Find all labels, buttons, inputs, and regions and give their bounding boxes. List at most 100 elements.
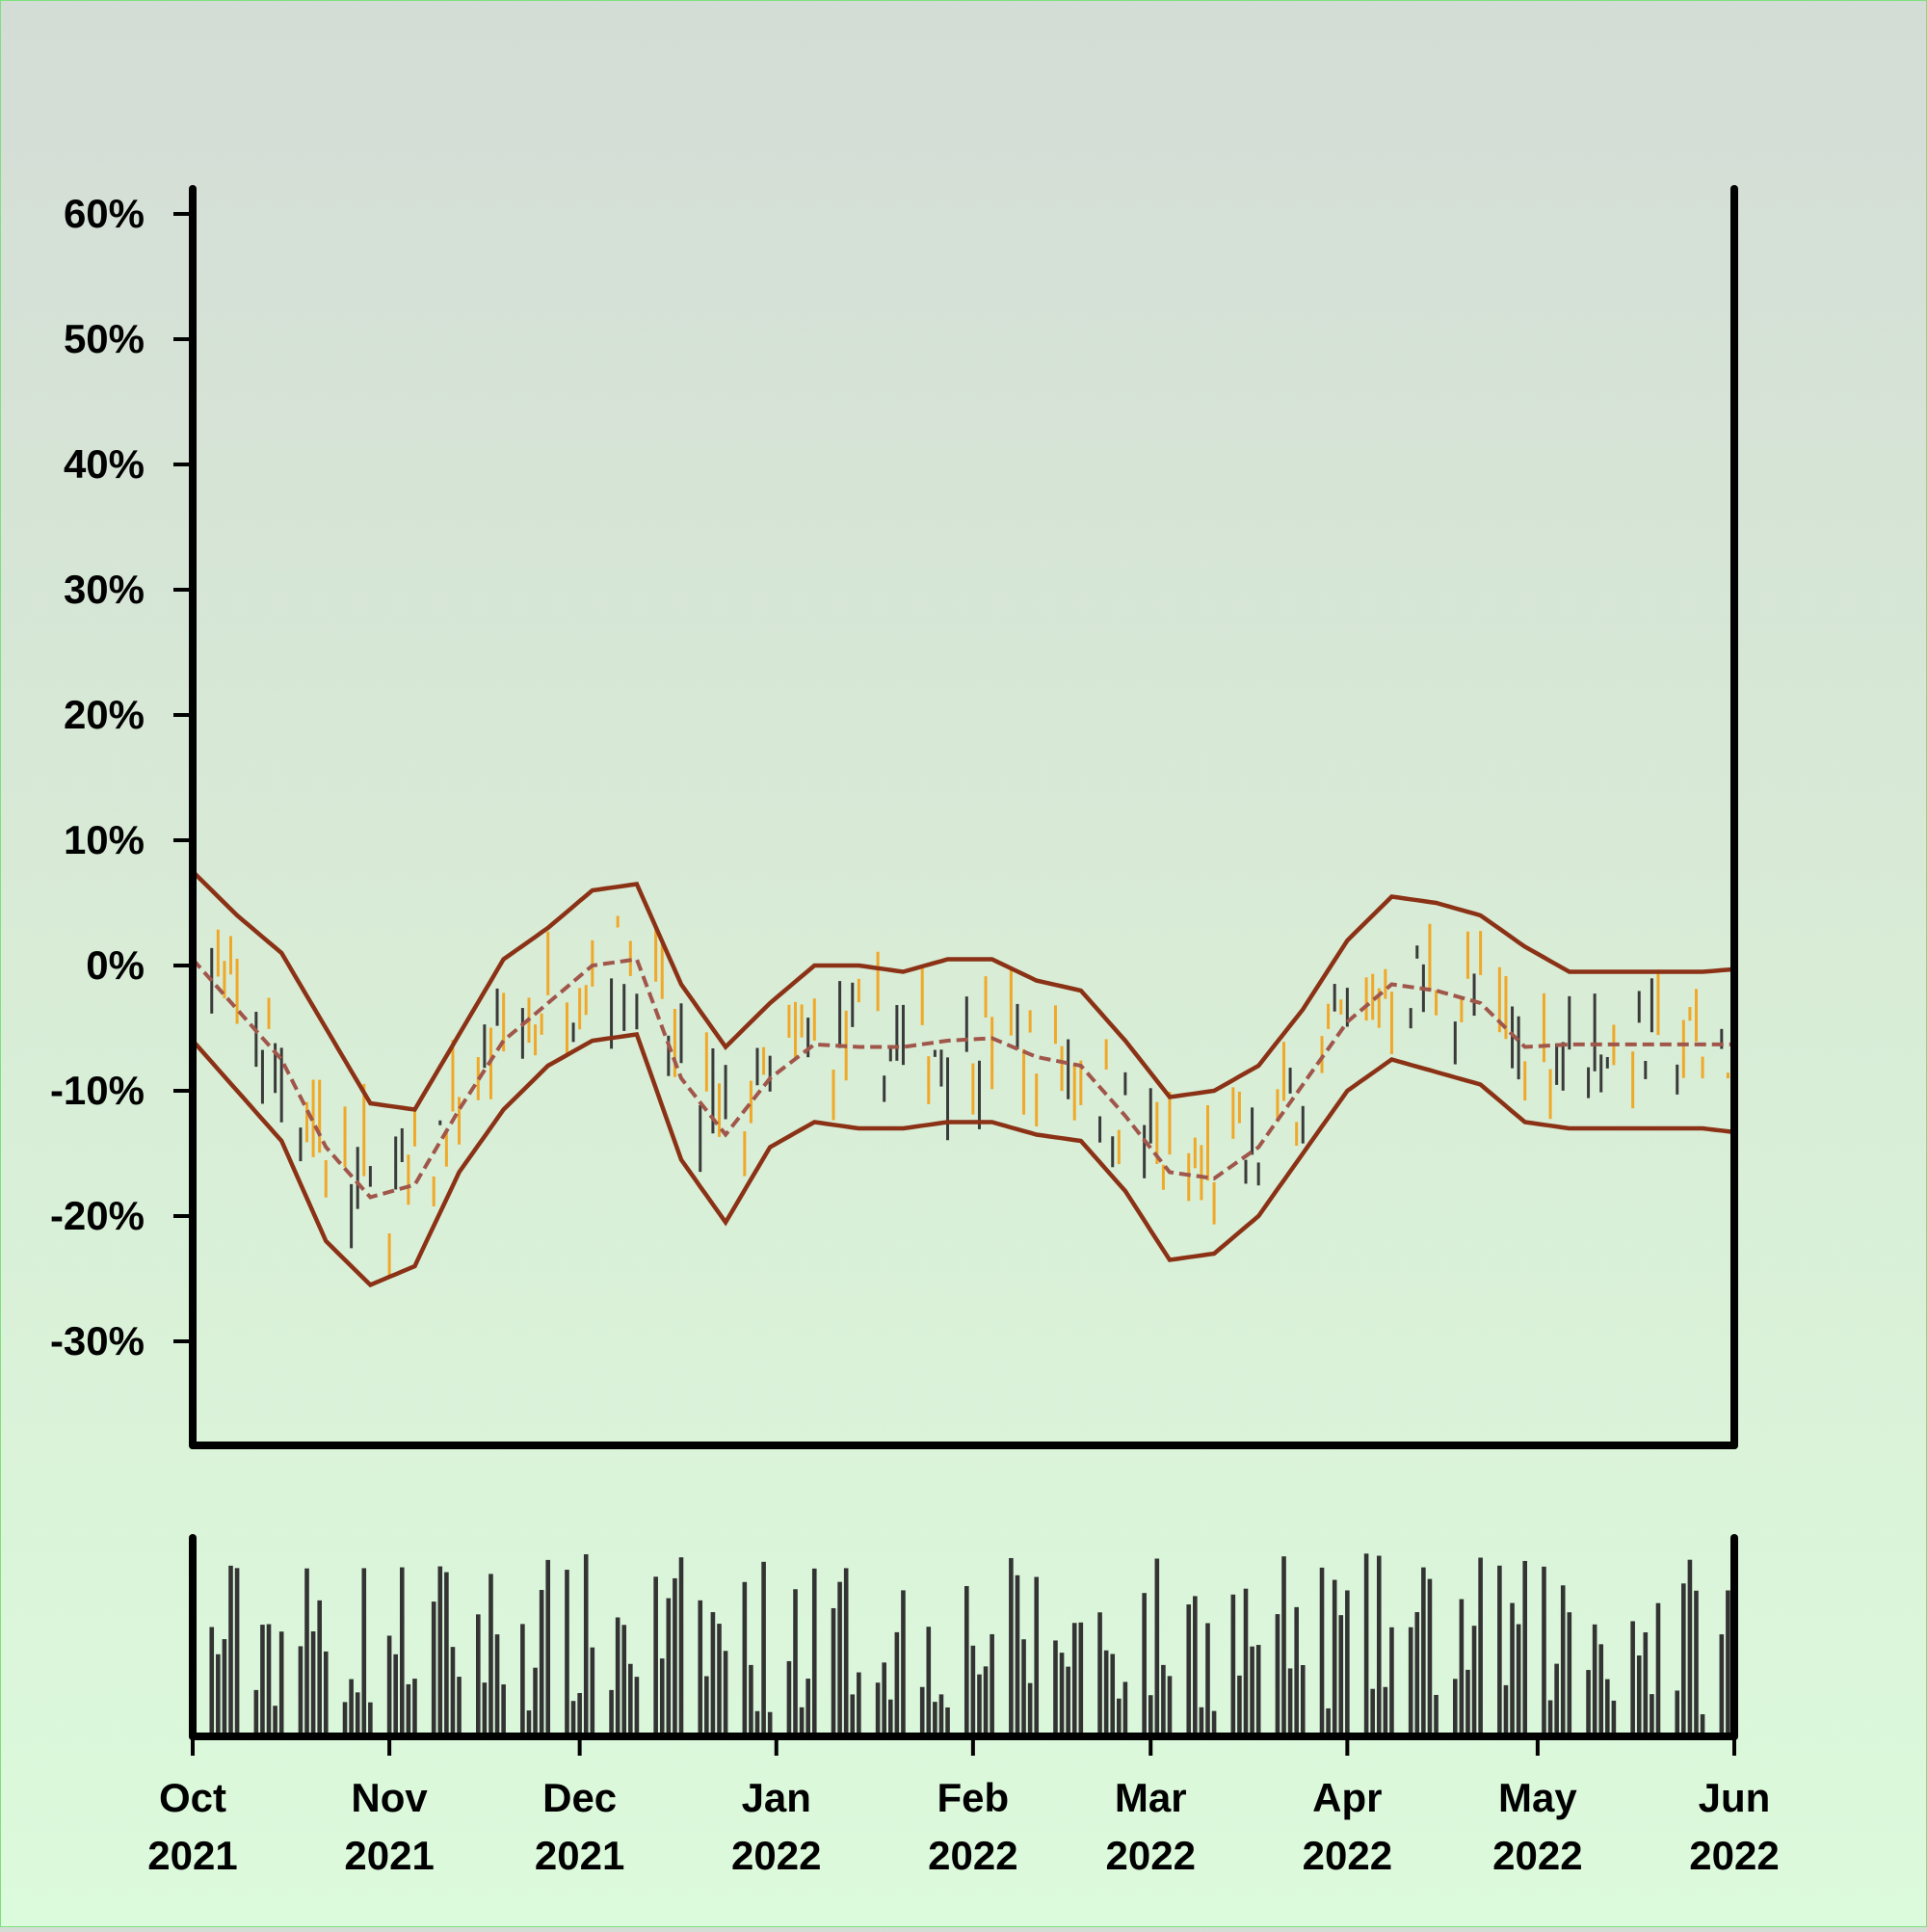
volume-bar [317, 1600, 322, 1733]
volume-bar [1427, 1578, 1433, 1733]
volume-bar [634, 1677, 640, 1733]
axes: 60% 50% 40% 30% 20% 10% 0% -10% -20% -30% Oct 2021 N… [50, 185, 1780, 1878]
volume-bar [1363, 1553, 1369, 1733]
volume-bar [590, 1647, 595, 1733]
volume-bar [431, 1601, 436, 1733]
volume-bar [482, 1682, 488, 1733]
x-tick-label-month: Oct [159, 1775, 226, 1820]
volume-bar [1389, 1627, 1394, 1733]
volume-bar [501, 1684, 506, 1733]
x-tick-label-month: Apr [1312, 1775, 1382, 1820]
volume-bar [1567, 1612, 1572, 1733]
volume-bar [990, 1633, 994, 1733]
volume-bar [577, 1693, 582, 1733]
volume-bar [399, 1567, 405, 1733]
volume-bar [723, 1651, 728, 1733]
volume-bar [310, 1630, 316, 1733]
volume-bar [1243, 1588, 1249, 1733]
volume-bar [1161, 1664, 1166, 1733]
x-tick-label-month: Nov [351, 1775, 428, 1820]
volume-bar [412, 1679, 417, 1733]
volume-bar [793, 1589, 798, 1733]
volume-bar [673, 1577, 677, 1733]
volume-bar [1319, 1567, 1325, 1733]
volume-bar [894, 1631, 900, 1733]
volume-bar [1205, 1623, 1210, 1733]
volume-bar [1103, 1650, 1109, 1733]
volume-bar [1230, 1594, 1236, 1733]
x-tick-label-month: Jun [1699, 1775, 1771, 1820]
volume-bar [450, 1647, 456, 1733]
x-tick-label-month: Mar [1115, 1775, 1187, 1820]
volume-bar [1611, 1700, 1617, 1733]
volume-bar [1471, 1626, 1477, 1733]
volume-bar [533, 1667, 538, 1733]
volume-bar [933, 1702, 937, 1733]
volume-bar [659, 1658, 665, 1733]
volume-bar [621, 1625, 627, 1733]
x-tick-label-year: 2022 [928, 1833, 1017, 1878]
volume-bar [1034, 1576, 1040, 1733]
volume-bar [609, 1689, 614, 1733]
x-tick-label-month: Jan [742, 1775, 811, 1820]
y-tick-label: 20% [64, 692, 145, 737]
volume-bar [1605, 1679, 1610, 1733]
volume-bar [1009, 1557, 1014, 1733]
volume-bar [1643, 1632, 1649, 1733]
volume-bar [1287, 1668, 1293, 1733]
volume-bar [1142, 1593, 1147, 1733]
volume-bar [850, 1694, 856, 1733]
x-tick-label-year: 2022 [731, 1833, 821, 1878]
volume-bar [1510, 1602, 1515, 1733]
volume-bar [545, 1559, 551, 1733]
volume-bar [983, 1666, 989, 1733]
volume-bar [767, 1711, 773, 1733]
volume-bar [717, 1624, 722, 1733]
volume-bar [1542, 1566, 1546, 1733]
volume-bar [1059, 1653, 1065, 1733]
volume-bar [520, 1624, 525, 1733]
x-tick-label-month: Dec [542, 1775, 617, 1820]
volume-bar [457, 1677, 462, 1733]
volume-bar [1516, 1624, 1521, 1733]
volume-bar [260, 1625, 265, 1733]
volume-bar [882, 1662, 886, 1733]
volume-bar [1636, 1655, 1642, 1733]
volume-bar [901, 1590, 906, 1733]
volume-bar [887, 1699, 893, 1733]
volume-bar [216, 1654, 221, 1733]
volume-bar [1250, 1646, 1254, 1733]
y-tick-label: 0% [86, 942, 145, 988]
y-tick-label: 50% [64, 316, 145, 361]
volume-bar [1726, 1590, 1730, 1733]
volume-bar [1547, 1700, 1553, 1733]
lower-band-line [191, 1032, 1735, 1288]
volume-bar [583, 1554, 589, 1733]
middle-band-line [191, 957, 1734, 1200]
y-tick-label: 60% [64, 191, 145, 236]
volume-bar [1078, 1622, 1084, 1733]
volume-bar [666, 1598, 672, 1733]
volume-bar [1148, 1695, 1153, 1733]
volume-bar [266, 1624, 272, 1733]
volume-bar [361, 1568, 367, 1733]
volume-bar [342, 1702, 348, 1733]
volume-bar [406, 1683, 411, 1733]
x-tick-label-year: 2022 [1492, 1833, 1582, 1878]
volume-bar [857, 1672, 861, 1733]
volume-bar [1554, 1663, 1559, 1733]
volume-bar [919, 1686, 925, 1733]
volume-bar [653, 1576, 658, 1733]
x-tick-label-month: May [1498, 1775, 1577, 1820]
volume-bar [1560, 1585, 1566, 1733]
volume-bar [754, 1710, 760, 1733]
volume-bar [837, 1581, 842, 1733]
volume-bar [964, 1586, 969, 1733]
volume-bar [1326, 1707, 1331, 1733]
y-tick-label: -10% [50, 1068, 145, 1113]
volume-bar [1452, 1679, 1458, 1733]
volume-bar [1071, 1623, 1077, 1733]
volume-bar [1027, 1682, 1033, 1733]
